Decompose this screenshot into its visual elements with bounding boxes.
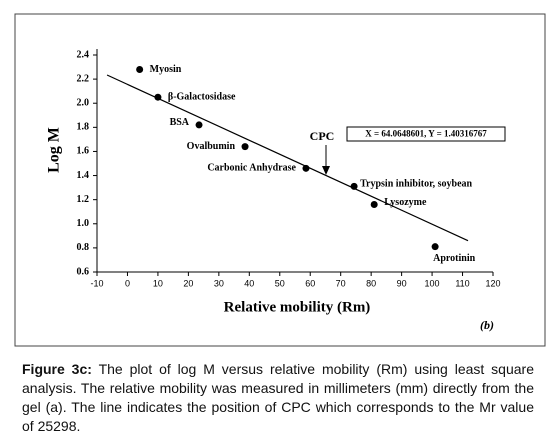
point-label: Carbonic Anhydrase bbox=[207, 163, 296, 174]
point bbox=[195, 121, 203, 129]
cpc-label: CPC bbox=[310, 129, 335, 143]
y-axis-title: Log M bbox=[46, 127, 63, 173]
chart: Relative mobility (Rm) Log M (b) CPC X =… bbox=[14, 13, 546, 347]
point bbox=[370, 200, 378, 208]
x-tick-label: 20 bbox=[183, 278, 193, 288]
x-tick-label: 80 bbox=[366, 278, 376, 288]
point bbox=[136, 65, 144, 73]
caption-label: Figure 3c: bbox=[22, 361, 92, 377]
x-tick-label: 60 bbox=[305, 278, 315, 288]
y-tick-label: 1.2 bbox=[77, 194, 90, 205]
y-tick-label: 0.6 bbox=[77, 266, 90, 277]
point-label: β-Galactosidase bbox=[168, 91, 236, 102]
y-tick-label: 1.4 bbox=[77, 170, 90, 181]
chart-frame bbox=[14, 13, 546, 347]
x-tick-label: 100 bbox=[425, 278, 440, 288]
y-tick-label: 0.8 bbox=[77, 242, 90, 253]
point bbox=[302, 164, 310, 172]
x-tick-label: -10 bbox=[90, 278, 103, 288]
point-label: Lysozyme bbox=[384, 197, 427, 208]
annotation-text: X = 64.0648601, Y = 1.40316767 bbox=[365, 129, 487, 139]
point bbox=[431, 243, 439, 251]
panel-label: (b) bbox=[480, 318, 494, 332]
x-tick-label: 40 bbox=[244, 278, 254, 288]
x-axis-title: Relative mobility (Rm) bbox=[224, 299, 371, 315]
y-tick-label: 1.8 bbox=[77, 122, 90, 133]
x-tick-label: 90 bbox=[397, 278, 407, 288]
point-label: BSA bbox=[170, 117, 190, 128]
x-tick-label: 10 bbox=[153, 278, 163, 288]
y-tick-label: 1.6 bbox=[77, 146, 90, 157]
caption: Figure 3c: The plot of log M versus rela… bbox=[22, 360, 534, 436]
point bbox=[241, 143, 249, 151]
point-label: Myosin bbox=[150, 64, 182, 75]
x-tick-label: 0 bbox=[125, 278, 130, 288]
x-tick-label: 50 bbox=[275, 278, 285, 288]
x-tick-label: 120 bbox=[485, 278, 500, 288]
point-label: Ovalbumin bbox=[187, 141, 236, 152]
point-label: Aprotinin bbox=[433, 253, 475, 264]
point-label: Trypsin inhibitor, soybean bbox=[360, 179, 472, 190]
y-tick-label: 2.2 bbox=[77, 73, 90, 84]
fit-line bbox=[106, 74, 469, 242]
y-tick-label: 2.0 bbox=[77, 98, 90, 109]
point bbox=[350, 182, 358, 190]
y-tick-label: 2.4 bbox=[77, 49, 90, 60]
x-tick-label: 30 bbox=[214, 278, 224, 288]
caption-text: The plot of log M versus relative mobili… bbox=[22, 361, 534, 434]
x-tick-label: 70 bbox=[336, 278, 346, 288]
cpc-arrowhead bbox=[322, 166, 330, 175]
x-tick-label: 110 bbox=[455, 278, 469, 288]
y-tick-label: 1.0 bbox=[77, 218, 90, 229]
point bbox=[154, 93, 162, 101]
annotation-box bbox=[346, 126, 506, 142]
